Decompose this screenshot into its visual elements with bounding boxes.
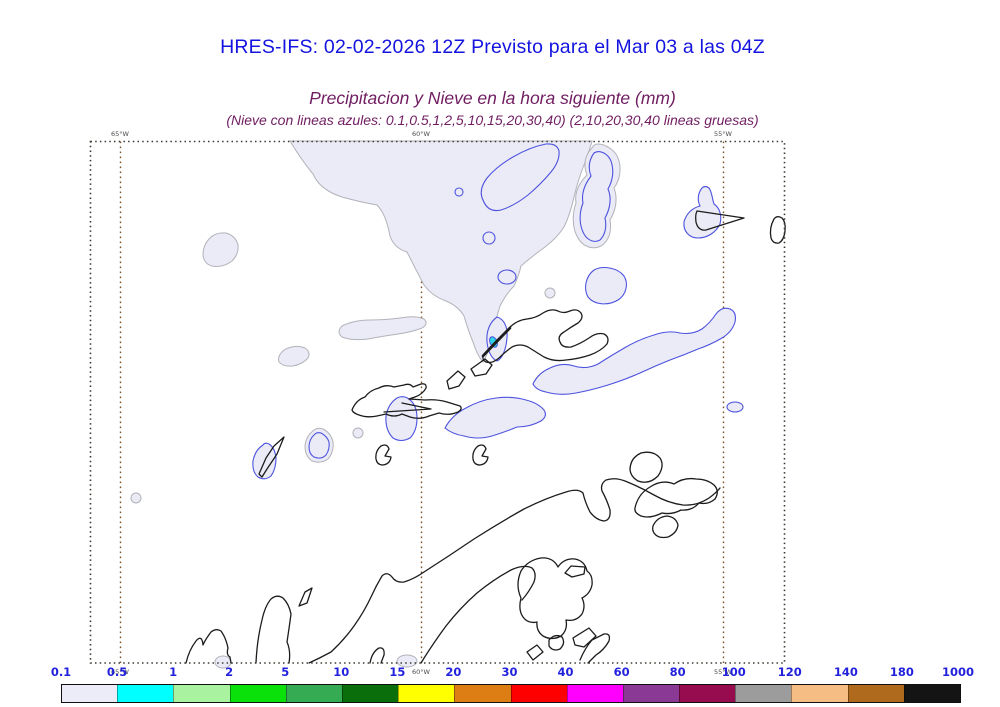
- coast-tower-bottomleft: [255, 595, 292, 664]
- coast-blob-d: [526, 644, 544, 661]
- colorbar-cell-15: [903, 685, 960, 702]
- colorbar-cell-0: [62, 685, 118, 702]
- precip-area-chain-a: [278, 345, 310, 367]
- coast-island-midleft: [351, 383, 462, 419]
- colorbar-label-60: 60: [613, 665, 630, 679]
- coast-sail-sliver: [258, 436, 285, 478]
- coast-mainland: [308, 478, 721, 664]
- colorbar-cell-8: [510, 685, 567, 702]
- snow-area-cyan-tail: [486, 316, 508, 362]
- colorbar-label-180: 180: [889, 665, 914, 679]
- precip-light-areas: [130, 140, 621, 669]
- colorbar-cell-10: [622, 685, 680, 702]
- colorbar-label-0.5: 0.5: [106, 665, 128, 679]
- colorbar-cell-3: [229, 685, 286, 702]
- precip-area-topleft-blob: [202, 232, 239, 267]
- meridian-label-top-65w: 65°W: [111, 130, 130, 138]
- meridian-label-top-55w: 55°W: [714, 130, 733, 138]
- meridian-label-bottom-65w: 65°W: [111, 668, 130, 676]
- colorbar-label-0.1: 0.1: [50, 665, 72, 679]
- colorbar-cell-4: [285, 685, 342, 702]
- colorbar-label-5: 5: [281, 665, 290, 679]
- coast-c-shape-2: [472, 444, 489, 466]
- colorbar-cell-5: [341, 685, 399, 702]
- snow-contour-areas: [252, 143, 744, 480]
- colorbar-cell-14: [847, 685, 904, 702]
- snow-contour-finger-s: [579, 151, 614, 242]
- meridian-lines: [119, 141, 725, 663]
- colorbar-cell-7: [454, 685, 511, 702]
- meridian-label-top-60w: 60°W: [412, 130, 431, 138]
- coast-arrow-ne: [695, 210, 745, 231]
- forecast-title: HRES-IFS: 02-02-2026 12Z Previsto para e…: [220, 36, 765, 58]
- colorbar-cell-12: [735, 685, 792, 702]
- precip-area-finger: [572, 143, 621, 249]
- colorbar-cell-6: [398, 685, 455, 702]
- colorbar-labels: 0.1 0.5 1 2 5 10 15 20 30 40 60 80 100 120 140 180 1000: [51, 665, 974, 680]
- precip-dot-3: [130, 492, 142, 504]
- snow-contour-dot: [454, 187, 464, 197]
- meridian-label-bottom-60w: 60°W: [412, 668, 431, 676]
- colorbar-cell-1: [117, 685, 174, 702]
- coast-blob-c: [572, 627, 597, 648]
- snow-area-whale: [444, 396, 547, 439]
- coast-c-shape-1: [375, 444, 392, 466]
- coast-bean-right-edge: [769, 216, 786, 244]
- precip-area-main-mass: [289, 140, 593, 363]
- colorbar-label-20: 20: [445, 665, 462, 679]
- precip-bump-bottom-2: [396, 654, 418, 668]
- snow-contour-l12-inner: [308, 432, 330, 459]
- colorbar-label-40: 40: [557, 665, 574, 679]
- coast-inner-channel: [420, 565, 536, 664]
- forecast-legend-note: (Nieve con lineas azules: 0.1,0.5,1,2,5,…: [226, 112, 759, 128]
- coast-thick-segment: [481, 326, 512, 358]
- colorbar-label-100: 100: [721, 665, 746, 679]
- coast-small-island-se: [652, 515, 679, 539]
- snow-area-l5: [585, 267, 627, 305]
- precip-dot-1: [352, 427, 364, 439]
- colorbar-label-30: 30: [501, 665, 518, 679]
- colorbar-label-10: 10: [333, 665, 350, 679]
- colorbar: [61, 684, 961, 703]
- coast-flat-island: [564, 565, 586, 578]
- colorbar-label-1: 1: [169, 665, 178, 679]
- coast-hill-bottomleft: [185, 629, 232, 664]
- colorbar-label-15: 15: [389, 665, 406, 679]
- meridian-labels: 65°W 60°W 55°W 65°W 60°W 55°W: [111, 130, 733, 676]
- colorbar-cell-2: [173, 685, 230, 702]
- meridian-label-bottom-55w: 55°W: [714, 668, 733, 676]
- coast-wiggly-island: [482, 309, 609, 364]
- coast-round-island-se: [629, 451, 663, 483]
- precip-area-chain-b: [338, 316, 427, 341]
- coast-blob-b: [548, 634, 565, 651]
- snow-area-band: [532, 307, 736, 395]
- coast-islet-bottom: [369, 647, 385, 664]
- coast-bottom-pair: [579, 633, 611, 664]
- snow-contour-big: [480, 143, 560, 212]
- colorbar-label-120: 120: [777, 665, 802, 679]
- colorbar-label-80: 80: [669, 665, 686, 679]
- coast-spit-line: [383, 402, 432, 413]
- snow-contour-foot-oval: [497, 269, 517, 285]
- map-frame: [89, 140, 786, 664]
- colorbar-label-2: 2: [225, 665, 234, 679]
- colorbar-label-140: 140: [833, 665, 858, 679]
- colorbar-cell-13: [791, 685, 848, 702]
- precip-dot-2: [544, 287, 556, 299]
- coast-blob-complex: [517, 557, 593, 640]
- colorbar-cell-11: [679, 685, 736, 702]
- colorbar-label-1000: 1000: [941, 665, 975, 679]
- coast-quad-2: [470, 358, 493, 377]
- coastlines: [185, 210, 786, 664]
- coast-long-island-se: [634, 477, 718, 518]
- coast-parallelogram: [298, 587, 313, 607]
- forecast-subtitle: Precipitacion y Nieve en la hora siguien…: [309, 88, 676, 108]
- colorbar-cell-9: [566, 685, 623, 702]
- snow-oval-right: [726, 401, 744, 413]
- coast-quad-1: [446, 370, 466, 390]
- snow-contour-circle: [482, 231, 496, 245]
